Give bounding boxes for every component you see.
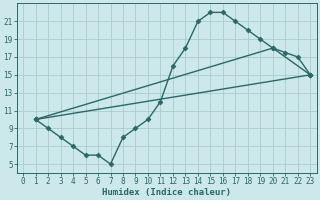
X-axis label: Humidex (Indice chaleur): Humidex (Indice chaleur) <box>102 188 231 197</box>
